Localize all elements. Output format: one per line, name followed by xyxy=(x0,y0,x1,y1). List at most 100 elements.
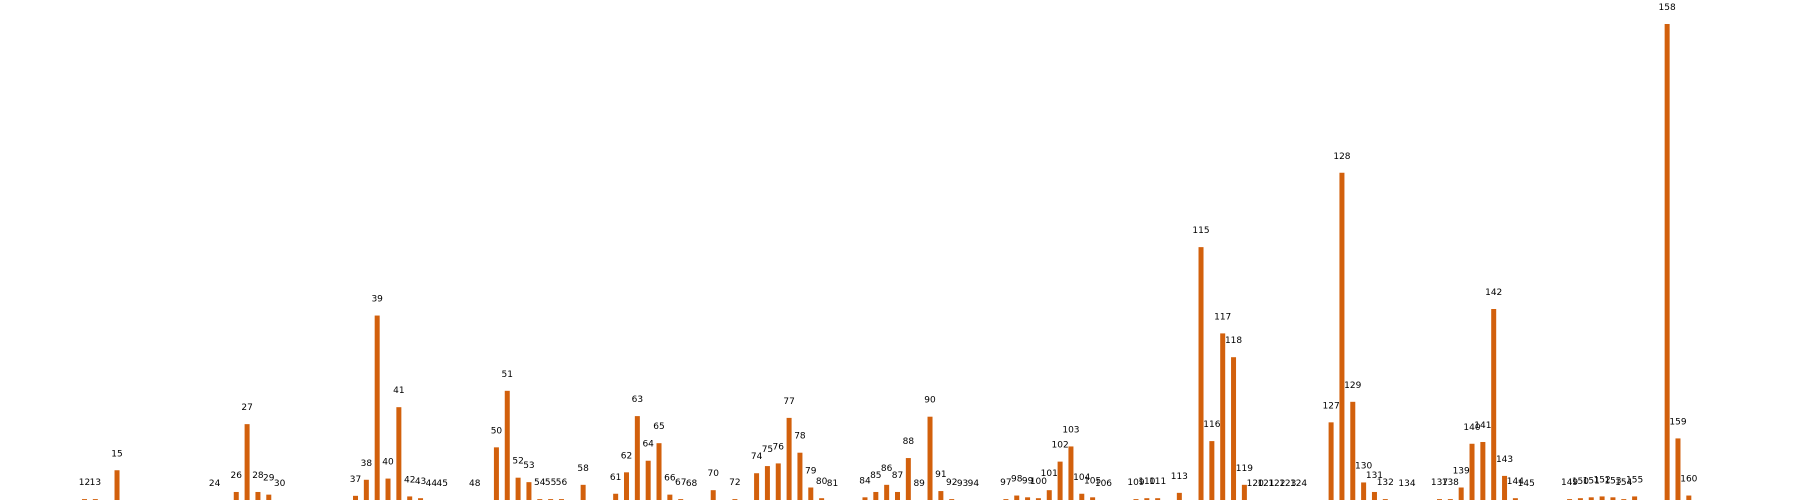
bar-153 xyxy=(1610,497,1616,500)
bar-label-88: 88 xyxy=(903,437,915,447)
bar-label-100: 100 xyxy=(1030,477,1047,487)
bar-38 xyxy=(363,479,369,500)
bar-80 xyxy=(819,498,825,500)
bar-label-61: 61 xyxy=(610,473,621,483)
bar-label-79: 79 xyxy=(805,467,817,477)
bar-117 xyxy=(1220,333,1226,500)
bar-87 xyxy=(895,491,900,500)
bar-label-50: 50 xyxy=(491,426,503,436)
bar-label-15: 15 xyxy=(111,449,122,459)
bar-label-115: 115 xyxy=(1192,226,1209,236)
bar-141 xyxy=(1480,441,1486,500)
bar-label-48: 48 xyxy=(469,479,481,489)
bar-label-43: 43 xyxy=(415,477,426,487)
bar-150 xyxy=(1577,498,1583,500)
bar-128 xyxy=(1339,172,1345,500)
bar-41 xyxy=(396,407,402,500)
bar-label-24: 24 xyxy=(209,479,221,489)
bar-42 xyxy=(407,496,413,500)
bar-70 xyxy=(710,490,716,500)
bar-label-150: 150 xyxy=(1572,477,1589,487)
bar-label-143: 143 xyxy=(1496,455,1513,465)
bar-label-63: 63 xyxy=(632,395,643,405)
bar-label-54: 54 xyxy=(534,478,546,488)
bar-15 xyxy=(114,470,120,500)
bar-90 xyxy=(927,416,933,500)
bar-label-40: 40 xyxy=(382,458,394,468)
bar-label-121: 121 xyxy=(1257,479,1274,489)
bar-127 xyxy=(1328,422,1334,500)
bar-label-68: 68 xyxy=(686,479,698,489)
bar-78 xyxy=(797,452,803,500)
bar-label-116: 116 xyxy=(1203,420,1220,430)
bar-label-128: 128 xyxy=(1333,152,1350,162)
bar-label-93: 93 xyxy=(957,479,968,489)
bar-label-113: 113 xyxy=(1171,472,1188,482)
bar-label-97: 97 xyxy=(1000,478,1011,488)
bar-label-12: 12 xyxy=(79,478,90,488)
bar-label-130: 130 xyxy=(1355,461,1372,471)
bar-116 xyxy=(1209,441,1215,500)
bar-139 xyxy=(1458,487,1464,500)
bar-50 xyxy=(493,447,499,500)
bar-label-78: 78 xyxy=(794,432,806,442)
bar-label-124: 124 xyxy=(1290,479,1307,489)
bar-label-76: 76 xyxy=(773,442,785,452)
bar-65 xyxy=(656,443,662,500)
bar-label-92: 92 xyxy=(946,478,957,488)
bar-158 xyxy=(1664,24,1670,500)
bar-label-122: 122 xyxy=(1268,479,1285,489)
bar-label-65: 65 xyxy=(653,422,664,432)
bar-label-155: 155 xyxy=(1626,475,1643,485)
bar-152 xyxy=(1599,496,1605,500)
bar-40 xyxy=(385,478,391,500)
bar-label-52: 52 xyxy=(512,457,523,467)
bar-104 xyxy=(1079,493,1085,500)
bar-label-153: 153 xyxy=(1604,476,1621,486)
bar-label-80: 80 xyxy=(816,477,828,487)
bar-label-159: 159 xyxy=(1669,417,1686,427)
bar-144 xyxy=(1512,498,1518,500)
bar-88 xyxy=(905,458,911,500)
bar-label-85: 85 xyxy=(870,471,881,481)
bar-label-104: 104 xyxy=(1073,473,1090,483)
bar-label-77: 77 xyxy=(783,397,794,407)
bar-label-81: 81 xyxy=(827,479,838,489)
bar-label-39: 39 xyxy=(371,295,383,305)
bar-label-101: 101 xyxy=(1041,469,1058,479)
bars-layer xyxy=(82,24,1692,500)
bar-label-42: 42 xyxy=(404,475,415,485)
bar-64 xyxy=(645,460,651,500)
bar-label-84: 84 xyxy=(859,476,871,486)
bar-label-70: 70 xyxy=(707,469,719,479)
bar-label-106: 106 xyxy=(1095,479,1112,489)
bar-label-152: 152 xyxy=(1594,475,1611,485)
bar-130 xyxy=(1361,482,1367,500)
bar-100 xyxy=(1035,498,1041,500)
bar-label-105: 105 xyxy=(1084,476,1101,486)
bar-label-67: 67 xyxy=(675,478,686,488)
bar-label-138: 138 xyxy=(1442,478,1459,488)
bar-label-28: 28 xyxy=(252,471,264,481)
bar-label-140: 140 xyxy=(1463,423,1480,433)
bar-label-137: 137 xyxy=(1431,478,1448,488)
bar-label-30: 30 xyxy=(274,479,286,489)
bar-29 xyxy=(266,494,272,500)
bar-143 xyxy=(1502,475,1508,500)
bar-label-74: 74 xyxy=(751,452,763,462)
bar-52 xyxy=(515,477,521,500)
bar-label-44: 44 xyxy=(426,479,438,489)
bar-label-149: 149 xyxy=(1561,478,1578,488)
bar-101 xyxy=(1046,490,1052,500)
bar-label-160: 160 xyxy=(1680,475,1697,485)
bar-label-109: 109 xyxy=(1127,478,1144,488)
bar-label-142: 142 xyxy=(1485,288,1502,298)
bar-66 xyxy=(667,494,673,500)
bar-119 xyxy=(1241,484,1247,500)
bar-37 xyxy=(353,495,358,500)
bar-111 xyxy=(1155,498,1161,500)
bar-label-132: 132 xyxy=(1377,478,1394,488)
bar-27 xyxy=(244,424,250,500)
bar-label-94: 94 xyxy=(968,479,980,489)
